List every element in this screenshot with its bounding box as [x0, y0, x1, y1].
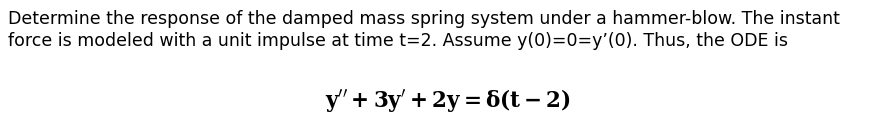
Text: Determine the response of the damped mass spring system under a hammer-blow. The: Determine the response of the damped mas… [8, 10, 840, 28]
Text: $\mathbf{y'' + 3y' + 2y = \delta(t - 2)}$: $\mathbf{y'' + 3y' + 2y = \delta(t - 2)}… [325, 87, 571, 114]
Text: force is modeled with a unit impulse at time t=2. Assume y(0)=0=y’(0). Thus, the: force is modeled with a unit impulse at … [8, 32, 788, 50]
